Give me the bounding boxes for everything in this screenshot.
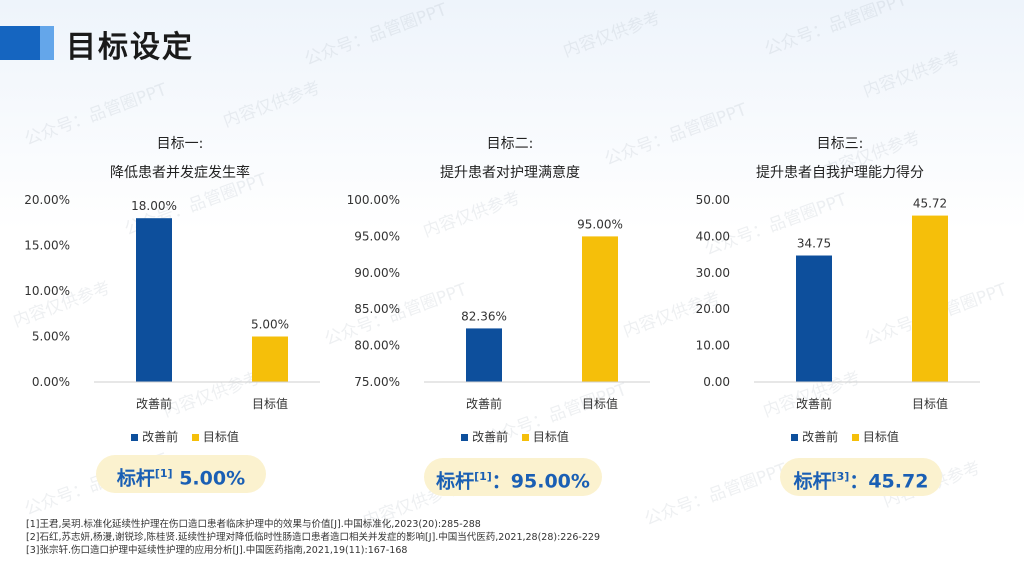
benchmark-ref: [1]	[154, 467, 173, 480]
data-label: 34.75	[797, 237, 831, 251]
bar	[582, 236, 618, 382]
chart-goal-1: 目标一: 降低患者并发症发生率 0.00% 5.00% 10.00% 15.00% 20…	[20, 128, 340, 488]
y-tick-label: 30.00	[696, 266, 730, 280]
y-tick-label: 75.00%	[354, 375, 400, 389]
x-tick-label: 目标值	[912, 396, 948, 411]
x-tick-label: 目标值	[582, 396, 618, 411]
chart-title-line2: 提升患者对护理满意度	[440, 165, 580, 181]
bar-chart-svg: 0.00% 5.00% 10.00% 15.00% 20.00% 18.00% 改善前 5.0…	[24, 193, 320, 411]
data-label: 45.72	[913, 197, 947, 211]
y-tick-label: 0.00%	[32, 375, 70, 389]
benchmark-badge-2: 标杆[1]：95.00%	[424, 458, 602, 496]
title-accent-bar	[0, 26, 40, 60]
y-tick-label: 15.00%	[24, 239, 70, 253]
benchmark-ref: [3]	[831, 470, 850, 483]
reference-item: [3]张宗轩.伤口造口护理中延续性护理的应用分析[J].中国医药指南,2021,…	[26, 545, 408, 556]
y-tick-label: 10.00%	[24, 284, 70, 298]
legend-label-before: 改善前	[472, 430, 509, 444]
y-tick-label: 90.00%	[354, 266, 400, 280]
legend-label-target: 目标值	[532, 430, 569, 444]
chart-goal-2: 目标二: 提升患者对护理满意度 75.00% 80.00% 85.00% 90.00%…	[347, 128, 670, 488]
bar	[136, 218, 172, 382]
chart-goal-3: 目标三: 提升患者自我护理能力得分 0.00 10.00 20.00 30.00 40.…	[680, 128, 1000, 488]
data-label: 82.36%	[461, 309, 507, 323]
legend-label-before: 改善前	[802, 430, 839, 444]
watermark-text: 内容仅供参考	[220, 78, 324, 132]
benchmark-badge-3: 标杆[3]：45.72	[780, 458, 942, 496]
data-label: 18.00%	[131, 199, 177, 213]
reference-item: [1]王君,吴玥.标准化延续性护理在伤口造口患者临床护理中的效果与价值[J].中…	[26, 519, 481, 530]
page-title: 目标设定	[66, 30, 194, 65]
x-tick-label: 改善前	[466, 396, 502, 411]
benchmark-label: 标杆	[116, 467, 155, 490]
benchmark-ref: [1]	[474, 470, 492, 483]
legend-label-before: 改善前	[142, 430, 179, 444]
y-tick-label: 85.00%	[354, 302, 400, 316]
data-label: 95.00%	[577, 217, 623, 231]
legend-swatch-before	[461, 433, 469, 441]
benchmark-value: ：95.00%	[491, 470, 590, 493]
bar	[912, 215, 948, 382]
legend-label-target: 目标值	[862, 430, 899, 444]
y-tick-label: 100.00%	[347, 193, 400, 207]
data-label: 5.00%	[251, 318, 289, 332]
watermark-text: 公众号：品管圈PPT	[301, 0, 450, 70]
y-tick-label: 20.00%	[24, 193, 70, 207]
references: [1]王君,吴玥.标准化延续性护理在伤口造口患者临床护理中的效果与价值[J].中…	[26, 518, 600, 557]
watermark-text: 内容仅供参考	[560, 8, 664, 62]
chart-title-line2: 降低患者并发症发生率	[110, 165, 250, 181]
y-tick-label: 80.00%	[354, 339, 400, 353]
x-tick-label: 改善前	[796, 396, 832, 411]
chart-title-line1: 目标一:	[156, 136, 204, 152]
benchmark-label: 标杆	[436, 470, 475, 493]
legend-swatch-before	[131, 433, 139, 441]
benchmark-badge-1: 标杆[1] 5.00%	[96, 455, 266, 493]
reference-item: [2]石红,苏志妍,杨漫,谢锐珍,陈桂贤.延续性护理对降低临时性肠造口患者造口相…	[26, 532, 600, 543]
chart-legend: 改善前 目标值	[350, 428, 670, 445]
bar	[796, 255, 832, 382]
chart-title-line2: 提升患者自我护理能力得分	[756, 165, 924, 181]
chart-legend: 改善前 目标值	[20, 428, 340, 445]
legend-swatch-target	[851, 433, 859, 441]
y-tick-label: 0.00	[703, 375, 730, 389]
benchmark-value: ：45.72	[849, 470, 929, 493]
bar-chart-svg: 0.00 10.00 20.00 30.00 40.00 50.00 34.75 改善前 45.…	[696, 193, 980, 411]
y-tick-label: 5.00%	[32, 330, 70, 344]
y-tick-label: 20.00	[696, 302, 730, 316]
y-tick-label: 50.00	[696, 193, 730, 207]
y-tick-label: 40.00	[696, 229, 730, 243]
bar	[466, 328, 502, 382]
benchmark-value: 5.00%	[172, 467, 246, 490]
chart-title-line1: 目标三:	[816, 136, 864, 152]
benchmark-label: 标杆	[793, 470, 832, 493]
chart-legend: 改善前 目标值	[680, 428, 1000, 445]
watermark-text: 内容仅供参考	[860, 48, 964, 102]
y-tick-label: 10.00	[696, 339, 730, 353]
y-tick-label: 95.00%	[354, 229, 400, 243]
x-tick-label: 改善前	[136, 396, 172, 411]
bar-chart-svg: 75.00% 80.00% 85.00% 90.00% 95.00% 100.00% 82.…	[347, 193, 650, 411]
legend-swatch-target	[521, 433, 529, 441]
chart-title-line1: 目标二:	[486, 136, 534, 152]
legend-swatch-before	[791, 433, 799, 441]
x-tick-label: 目标值	[252, 396, 288, 411]
bar	[252, 336, 288, 382]
legend-swatch-target	[191, 433, 199, 441]
watermark-text: 公众号：品管圈PPT	[761, 0, 910, 60]
legend-label-target: 目标值	[202, 430, 239, 444]
title-accent-bar-light	[40, 26, 54, 60]
